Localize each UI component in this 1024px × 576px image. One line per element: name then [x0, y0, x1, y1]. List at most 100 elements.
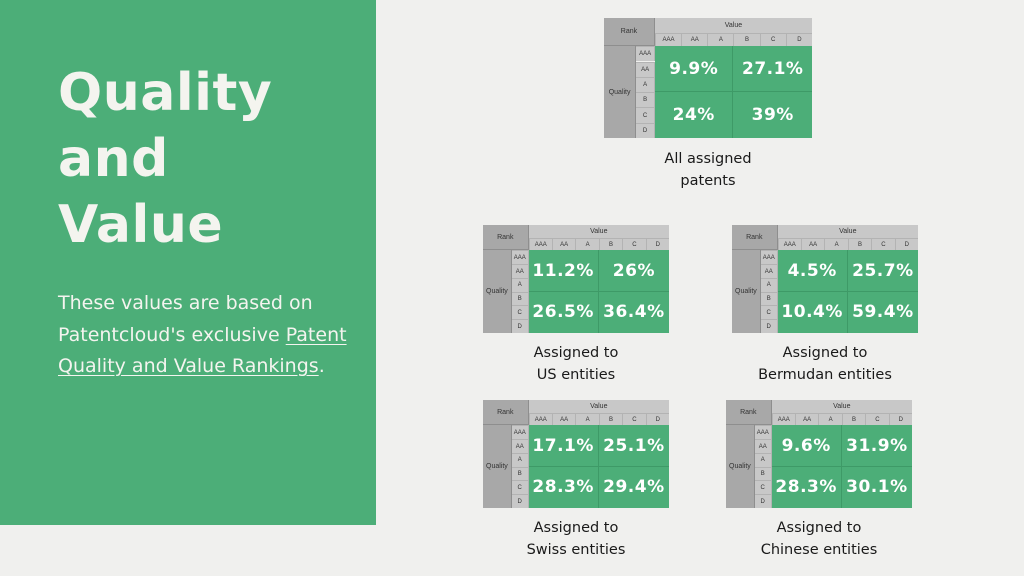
- quality-grade-label: D: [511, 319, 529, 333]
- quality-grade-label: AAA: [511, 425, 529, 440]
- matrix-cell-value: 17.1%: [528, 425, 599, 467]
- matrix-caption: Assigned to US entities: [476, 342, 676, 386]
- value-grade-label: D: [645, 413, 669, 426]
- matrix-cell-value: 28.3%: [771, 466, 842, 508]
- value-header: Value: [771, 400, 912, 414]
- quality-grade-label: AAA: [760, 250, 778, 265]
- matrix-cell-value: 25.7%: [847, 250, 918, 292]
- quality-grade-label: D: [754, 494, 772, 508]
- quality-grade-label: B: [636, 92, 655, 108]
- quality-grade-label: B: [754, 466, 772, 481]
- quality-grade-label: AAA: [511, 250, 529, 265]
- matrix-caption: All assigned patents: [604, 148, 812, 192]
- value-grade-label: A: [575, 238, 599, 251]
- value-grade-label: AAA: [777, 238, 801, 251]
- quality-grade-label: AAA: [754, 425, 772, 440]
- matrix-cell-value: 4.5%: [777, 250, 848, 292]
- quality-grade-label: AA: [754, 439, 772, 453]
- rank-header: Rank: [732, 225, 778, 251]
- page-title: Quality and Value: [58, 60, 272, 258]
- matrix-caption: Assigned to Chinese entities: [719, 517, 919, 561]
- title-line: Quality: [58, 63, 273, 123]
- caption-line: patents: [680, 173, 736, 189]
- value-grade-label: C: [871, 238, 895, 251]
- quality-grade-label: D: [636, 122, 655, 138]
- quality-grade-label: C: [754, 480, 772, 495]
- value-grade-label: AAA: [528, 413, 552, 426]
- value-header: Value: [528, 400, 669, 414]
- caption-line: Assigned to: [533, 345, 619, 361]
- caption-line: Assigned to: [533, 520, 619, 536]
- matrix-cell-value: 9.9%: [654, 46, 734, 93]
- quality-grade-label: B: [511, 466, 529, 481]
- quality-header: Quality: [726, 425, 755, 508]
- value-grade-label: D: [894, 238, 918, 251]
- rank-header: Rank: [604, 18, 655, 47]
- matrix-cell-value: 30.1%: [841, 466, 912, 508]
- rank-header: Rank: [726, 400, 772, 426]
- quality-grade-label: AAA: [636, 46, 655, 62]
- quality-grade-label: B: [760, 291, 778, 306]
- matrix-cell-value: 11.2%: [528, 250, 599, 292]
- quality-header: Quality: [732, 250, 761, 333]
- quality-grade-label: D: [760, 319, 778, 333]
- matrix-caption: Assigned to Swiss entities: [476, 517, 676, 561]
- caption-line: Chinese entities: [760, 542, 878, 558]
- quality-grade-label: C: [511, 480, 529, 495]
- caption-line: Assigned to: [776, 520, 862, 536]
- quality-header: Quality: [604, 46, 637, 138]
- value-header: Value: [777, 225, 918, 239]
- value-grade-label: B: [841, 413, 866, 426]
- value-grade-label: AA: [800, 238, 825, 251]
- quality-grade-label: B: [511, 291, 529, 306]
- quality-value-matrix: Rank Value AAA AA A B C D Quality AAA AA A B C D 9.6% 31…: [726, 400, 912, 508]
- matrix-cell-value: 24%: [654, 92, 734, 138]
- quality-grade-label: D: [511, 494, 529, 508]
- matrix-cell-value: 26%: [598, 250, 669, 292]
- quality-grade-label: AA: [760, 264, 778, 278]
- matrix-cell-value: 59.4%: [847, 291, 918, 333]
- matrix-cell-value: 9.6%: [771, 425, 842, 467]
- rankings-link[interactable]: Patent Quality and Value Rankings: [58, 323, 347, 378]
- quality-value-matrix: Rank Value AAA AA A B C D Quality AAA AA A B C D 17.1% 2…: [483, 400, 669, 508]
- caption-line: Assigned to: [782, 345, 868, 361]
- quality-grade-label: C: [760, 305, 778, 320]
- matrix-cell-value: 10.4%: [777, 291, 848, 333]
- quality-header: Quality: [483, 250, 512, 333]
- matrix-cell-value: 25.1%: [598, 425, 669, 467]
- quality-grade-label: C: [511, 305, 529, 320]
- value-header: Value: [528, 225, 669, 239]
- value-grade-label: AA: [794, 413, 819, 426]
- description: These values are based on Patentcloud's …: [58, 288, 358, 383]
- matrix-cell-value: 39%: [733, 92, 812, 138]
- quality-value-matrix: Rank Value AAA AA A B C D Quality AAA AA A B C D 11.2% 2…: [483, 225, 669, 333]
- value-grade-label: B: [733, 33, 760, 47]
- value-grade-label: B: [598, 238, 623, 251]
- matrix-cell-value: 36.4%: [598, 291, 669, 333]
- caption-line: Swiss entities: [526, 542, 626, 558]
- value-grade-label: C: [622, 413, 646, 426]
- value-grade-label: B: [847, 238, 872, 251]
- value-grade-label: D: [645, 238, 669, 251]
- value-grade-label: A: [575, 413, 599, 426]
- value-grade-label: C: [759, 33, 786, 47]
- caption-line: All assigned: [664, 151, 752, 167]
- title-line: and: [58, 129, 169, 189]
- rank-header: Rank: [483, 400, 529, 426]
- matrix-cell-value: 29.4%: [598, 466, 669, 508]
- value-grade-label: A: [707, 33, 734, 47]
- value-grade-label: C: [622, 238, 646, 251]
- quality-grade-label: AA: [511, 264, 529, 278]
- value-grade-label: A: [818, 413, 842, 426]
- quality-grade-label: AA: [511, 439, 529, 453]
- matrix-cell-value: 26.5%: [528, 291, 599, 333]
- left-panel: Quality and Value These values are based…: [0, 0, 376, 525]
- quality-header: Quality: [483, 425, 512, 508]
- quality-grade-label: AA: [636, 61, 655, 77]
- value-grade-label: AA: [681, 33, 708, 47]
- quality-value-matrix: Rank Value AAA AA A B C D Quality AAA AA A B C D 9.9% 27…: [604, 18, 812, 138]
- value-grade-label: AA: [551, 413, 576, 426]
- quality-grade-label: A: [760, 277, 778, 292]
- quality-grade-label: A: [511, 452, 529, 467]
- value-grade-label: A: [824, 238, 848, 251]
